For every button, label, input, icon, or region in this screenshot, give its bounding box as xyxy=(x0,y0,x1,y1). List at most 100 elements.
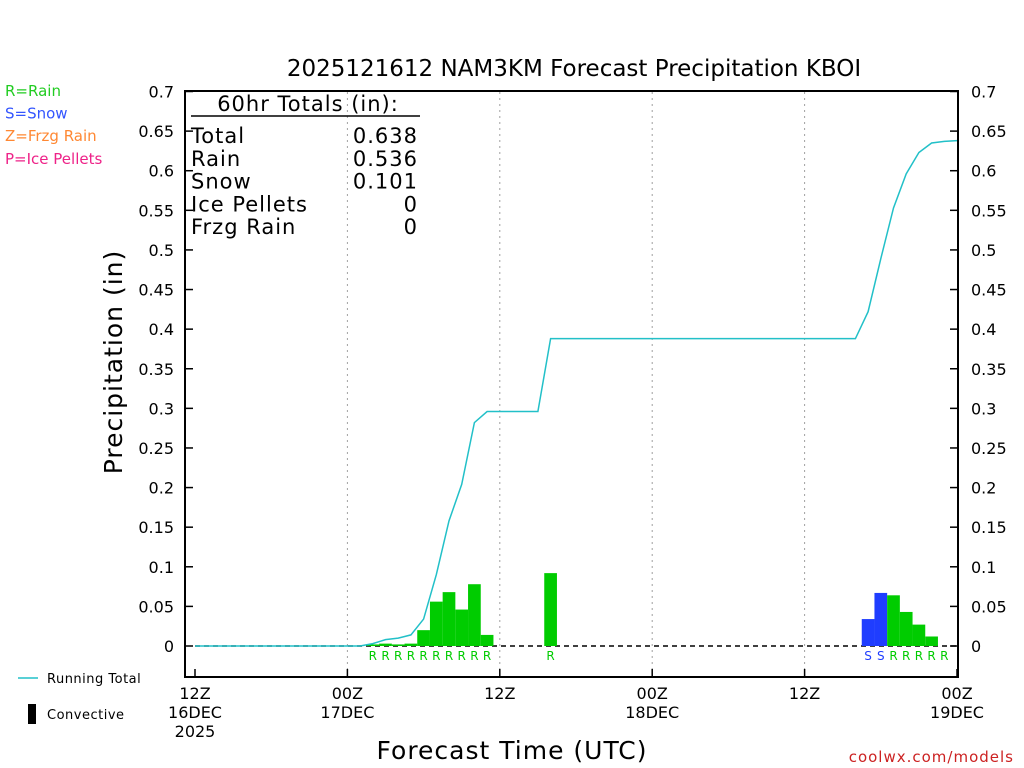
totals-row-label: Ice Pellets xyxy=(191,192,308,216)
y-tick-label: 0.6 xyxy=(149,162,174,181)
legend-series-item: Convective xyxy=(47,708,125,723)
y-tick-label: 0.55 xyxy=(971,201,1007,220)
bar-type-label: R xyxy=(432,649,440,663)
y-tick-label: 0 xyxy=(164,637,174,656)
y-tick-label: 0.15 xyxy=(138,518,174,537)
y-tick-label: 0.05 xyxy=(971,597,1007,616)
totals-row-value: 0.638 xyxy=(353,124,418,148)
y-axis-label: Precipitation (in) xyxy=(99,250,128,475)
bar-type-label: R xyxy=(546,649,554,663)
bar-type-label: R xyxy=(940,649,948,663)
x-tick-label: 17DEC xyxy=(320,703,374,722)
bar-type-label: R xyxy=(419,649,427,663)
y-tick-label: 0.5 xyxy=(971,241,996,260)
running-total-line xyxy=(195,139,958,647)
bar-type-label: R xyxy=(407,649,415,663)
totals-row-label: Rain xyxy=(191,147,241,171)
credit-text: coolwx.com/models xyxy=(849,748,1014,766)
totals-row-value: 0.101 xyxy=(353,170,418,194)
precip-bar xyxy=(379,643,392,646)
totals-header: 60hr Totals (in): xyxy=(217,92,399,116)
bar-type-label: R xyxy=(470,649,478,663)
y-tick-label: 0.2 xyxy=(971,479,996,498)
x-tick-label: 19DEC xyxy=(930,703,984,722)
vertical-grid-lines xyxy=(346,92,806,676)
y-tick-label: 0.1 xyxy=(149,558,174,577)
precip-bar xyxy=(887,595,900,646)
y-tick-label: 0.3 xyxy=(149,399,174,418)
x-axis-label: Forecast Time (UTC) xyxy=(377,736,648,765)
precip-bar xyxy=(366,644,380,646)
bar-type-label: R xyxy=(394,649,402,663)
legend-type-item: Z=Frzg Rain xyxy=(5,127,97,145)
y-tick-label: 0.5 xyxy=(149,241,174,260)
precip-bar xyxy=(912,624,926,646)
y-tick-label: 0.15 xyxy=(971,518,1007,537)
y-tick-label: 0.55 xyxy=(138,201,174,220)
y-axis-right-ticks: 0 0.05 0.1 0.15 0.2 0.25 0.3 0.35 0.4 0.45 0.5 0.55… xyxy=(950,83,1007,656)
chart-title: 2025121612 NAM3KM Forecast Precipitation… xyxy=(287,56,861,82)
precip-bar xyxy=(899,611,913,646)
totals-row-label: Snow xyxy=(191,170,252,194)
y-tick-label: 0.35 xyxy=(138,360,174,379)
y-tick-label: 0.65 xyxy=(138,122,174,141)
x-tick-label: 12Z xyxy=(789,684,820,703)
y-tick-label: 0.4 xyxy=(149,320,174,339)
x-tick-label: 16DEC xyxy=(168,703,222,722)
precipitation-type-legend: R=Rain S=Snow Z=Frzg Rain P=Ice Pellets xyxy=(5,82,102,168)
bar-type-label: R xyxy=(483,649,491,663)
y-tick-label: 0.2 xyxy=(149,479,174,498)
bar-type-label: R xyxy=(902,649,910,663)
x-tick-label: 2025 xyxy=(175,722,216,741)
x-tick-label: 12Z xyxy=(484,684,515,703)
totals-box: 60hr Totals (in): Total 0.638 Rain 0.536 Snow… xyxy=(190,92,420,239)
precip-bar xyxy=(417,630,430,646)
y-tick-label: 0.45 xyxy=(971,281,1007,300)
y-tick-label: 0.7 xyxy=(149,83,174,102)
precip-bar xyxy=(925,636,938,646)
totals-row-label: Total xyxy=(190,124,245,148)
y-tick-label: 0.6 xyxy=(971,162,996,181)
y-tick-label: 0.35 xyxy=(971,360,1007,379)
y-tick-label: 0.25 xyxy=(971,439,1007,458)
x-tick-label: 12Z xyxy=(179,684,210,703)
precip-bar xyxy=(480,634,494,646)
y-tick-label: 0.4 xyxy=(971,320,996,339)
precipitation-bars xyxy=(366,573,938,646)
y-tick-label: 0.45 xyxy=(138,281,174,300)
x-tick-label: 00Z xyxy=(637,684,668,703)
bar-type-label: R xyxy=(445,649,453,663)
totals-row-label: Frzg Rain xyxy=(191,215,296,239)
y-tick-label: 0.65 xyxy=(971,122,1007,141)
precip-bar xyxy=(861,619,875,646)
bar-type-label: R xyxy=(381,649,389,663)
legend-type-item: P=Ice Pellets xyxy=(5,150,102,168)
bar-type-label: S xyxy=(877,649,885,663)
series-legend: Running Total Convective xyxy=(18,672,141,724)
totals-row-value: 0 xyxy=(404,192,418,216)
y-tick-label: 0.05 xyxy=(138,597,174,616)
x-tick-label: 00Z xyxy=(332,684,363,703)
y-tick-label: 0.7 xyxy=(971,83,996,102)
bar-type-label: R xyxy=(889,649,897,663)
y-tick-label: 0 xyxy=(971,637,981,656)
y-tick-label: 0.3 xyxy=(971,399,996,418)
x-tick-label: 18DEC xyxy=(625,703,679,722)
y-axis-left-ticks: 0 0.05 0.1 0.15 0.2 0.25 0.3 0.35 0.4 0.45 0.5 0.55… xyxy=(138,83,193,656)
precip-bar xyxy=(442,592,456,646)
legend-bar-swatch xyxy=(28,704,36,724)
precip-bar xyxy=(391,644,405,646)
y-tick-label: 0.25 xyxy=(138,439,174,458)
bar-type-label: R xyxy=(369,649,377,663)
bar-type-label: R xyxy=(915,649,923,663)
legend-series-item: Running Total xyxy=(47,672,141,687)
precip-bar xyxy=(455,609,469,646)
precip-bar xyxy=(429,601,443,646)
precip-bar xyxy=(468,584,481,646)
bar-type-label: S xyxy=(864,649,872,663)
bar-type-label: R xyxy=(458,649,466,663)
plot-area-frame xyxy=(184,90,959,678)
precip-bar xyxy=(404,643,418,646)
